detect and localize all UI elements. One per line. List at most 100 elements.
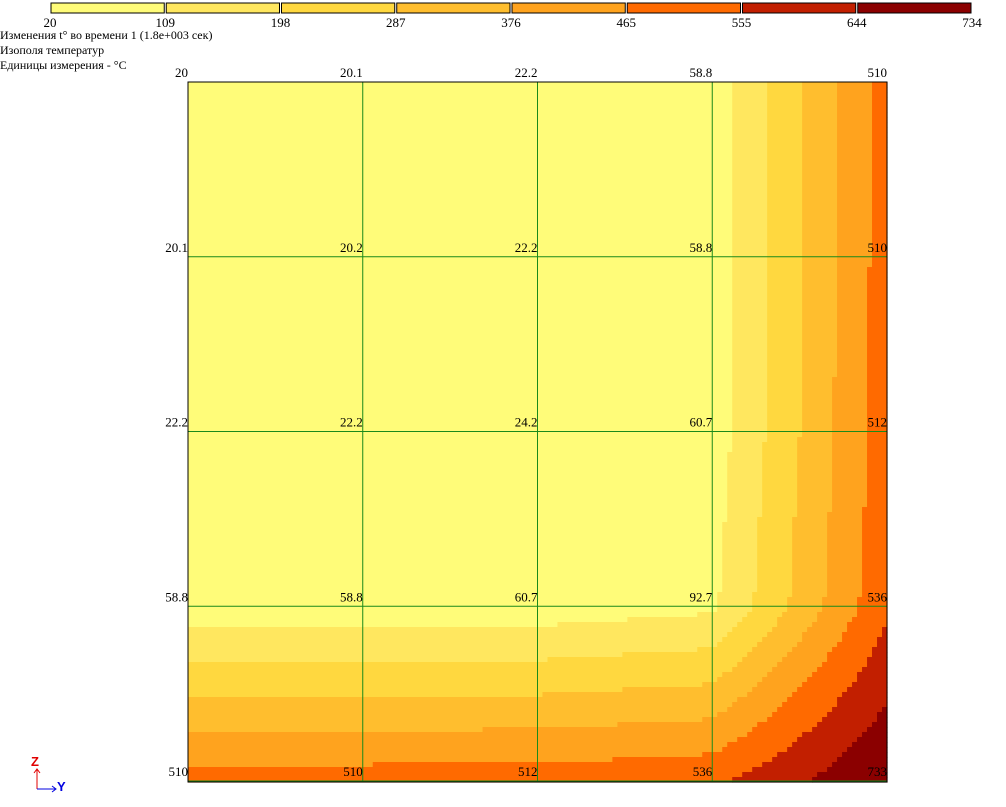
- isotherm-band: [767, 197, 803, 203]
- isotherm-band: [857, 737, 888, 743]
- isotherm-band: [762, 677, 808, 683]
- isotherm-band: [867, 467, 888, 473]
- isotherm-band: [847, 687, 888, 693]
- isotherm-band: [867, 272, 888, 278]
- isotherm-band: [837, 237, 873, 243]
- isotherm-band: [188, 537, 723, 543]
- isotherm-band: [188, 667, 733, 673]
- isotherm-band: [827, 522, 863, 528]
- isotherm-band: [188, 487, 728, 493]
- isotherm-band: [722, 567, 758, 573]
- isotherm-band: [732, 382, 768, 388]
- isotherm-band: [188, 257, 733, 263]
- isotherm-band: [767, 172, 803, 178]
- isotherm-band: [188, 82, 733, 88]
- isotherm-band: [867, 312, 888, 318]
- isotherm-band: [792, 542, 828, 548]
- isotherm-band: [837, 167, 873, 173]
- isotherm-band: [722, 537, 758, 543]
- isotherm-band: [188, 437, 733, 443]
- isotherm-band: [188, 147, 733, 153]
- isotherm-band: [852, 742, 888, 748]
- isotherm-band: [837, 197, 873, 203]
- isotherm-band: [767, 122, 803, 128]
- isotherm-band: [837, 362, 868, 368]
- isotherm-band: [188, 357, 733, 363]
- isotherm-band: [732, 157, 768, 163]
- isotherm-band: [732, 447, 763, 453]
- isotherm-band: [188, 482, 728, 488]
- node-labels: 20 20.1 22.2 58.8 510 20.1 20.2 22.2 58.8 510 22.2…: [165, 65, 887, 779]
- header-title: Изменения t° во времени 1 (1.8e+003 сек): [0, 28, 213, 42]
- isotherm-band: [802, 127, 838, 133]
- isotherm-band: [188, 387, 733, 393]
- node-value-label: 22.2: [515, 240, 538, 255]
- isotherm-band: [787, 607, 823, 613]
- isotherm-band: [722, 672, 768, 678]
- isotherm-band: [837, 192, 873, 198]
- legend-swatch: [396, 2, 511, 14]
- isotherm-band: [188, 652, 623, 658]
- isotherm-band: [837, 317, 868, 323]
- isotherm-band: [837, 207, 873, 213]
- isotherm-band: [867, 437, 888, 443]
- isotherm-band: [792, 742, 853, 748]
- isotherm-band: [872, 227, 888, 233]
- isotherm-band: [732, 307, 768, 313]
- isotherm-band: [732, 217, 768, 223]
- isotherm-band: [867, 357, 888, 363]
- isotherm-band: [767, 417, 803, 423]
- isotherm-band: [767, 302, 803, 308]
- isotherm-band: [767, 132, 803, 138]
- isotherm-band: [802, 342, 838, 348]
- isotherm-band: [188, 582, 723, 588]
- isotherm-band: [767, 322, 803, 328]
- isotherm-band: [188, 132, 733, 138]
- isotherm-band: [802, 387, 833, 393]
- isotherm-band: [732, 167, 768, 173]
- isotherm-band: [188, 592, 718, 598]
- isotherm-band: [717, 602, 753, 608]
- isotherm-band: [767, 292, 803, 298]
- isotherm-band: [837, 372, 868, 378]
- isotherm-band: [737, 622, 778, 628]
- node-value-label: 510: [868, 240, 888, 255]
- isotherm-band: [188, 227, 733, 233]
- isotherm-band: [792, 522, 828, 528]
- isotherm-band: [188, 317, 733, 323]
- grid-lines: [187, 81, 888, 783]
- isotherm-band: [797, 492, 833, 498]
- isotherm-band: [832, 477, 868, 483]
- isotherm-band: [872, 217, 888, 223]
- node-value-label: 22.2: [165, 415, 188, 430]
- isotherm-band: [722, 562, 758, 568]
- isotherm-band: [732, 227, 768, 233]
- isotherm-band: [872, 252, 888, 258]
- isotherm-band: [792, 587, 828, 593]
- isotherm-band: [867, 282, 888, 288]
- isotherm-band: [802, 137, 838, 143]
- isotherm-band: [857, 602, 888, 608]
- isotherm-band: [827, 712, 878, 718]
- isotherm-band: [772, 667, 818, 673]
- isotherm-band: [732, 437, 768, 443]
- isotherm-band: [802, 142, 838, 148]
- isotherm-band: [188, 237, 733, 243]
- isotherm-band: [188, 622, 559, 628]
- isotherm-band: [732, 222, 768, 228]
- isotherm-band: [832, 707, 883, 713]
- isotherm-band: [188, 472, 728, 478]
- isotherm-band: [188, 187, 733, 193]
- isotherm-band: [812, 672, 858, 678]
- isotherm-band: [188, 117, 733, 123]
- isotherm-band: [188, 522, 723, 528]
- isotherm-band: [767, 87, 803, 93]
- isotherm-band: [717, 712, 773, 718]
- isotherm-band: [787, 747, 848, 753]
- isotherm-band: [732, 277, 768, 283]
- isotherm-band: [867, 332, 888, 338]
- isotherm-band: [832, 487, 868, 493]
- isotherm-band: [867, 377, 888, 383]
- isotherm-band: [802, 347, 838, 353]
- isotherm-band: [827, 582, 863, 588]
